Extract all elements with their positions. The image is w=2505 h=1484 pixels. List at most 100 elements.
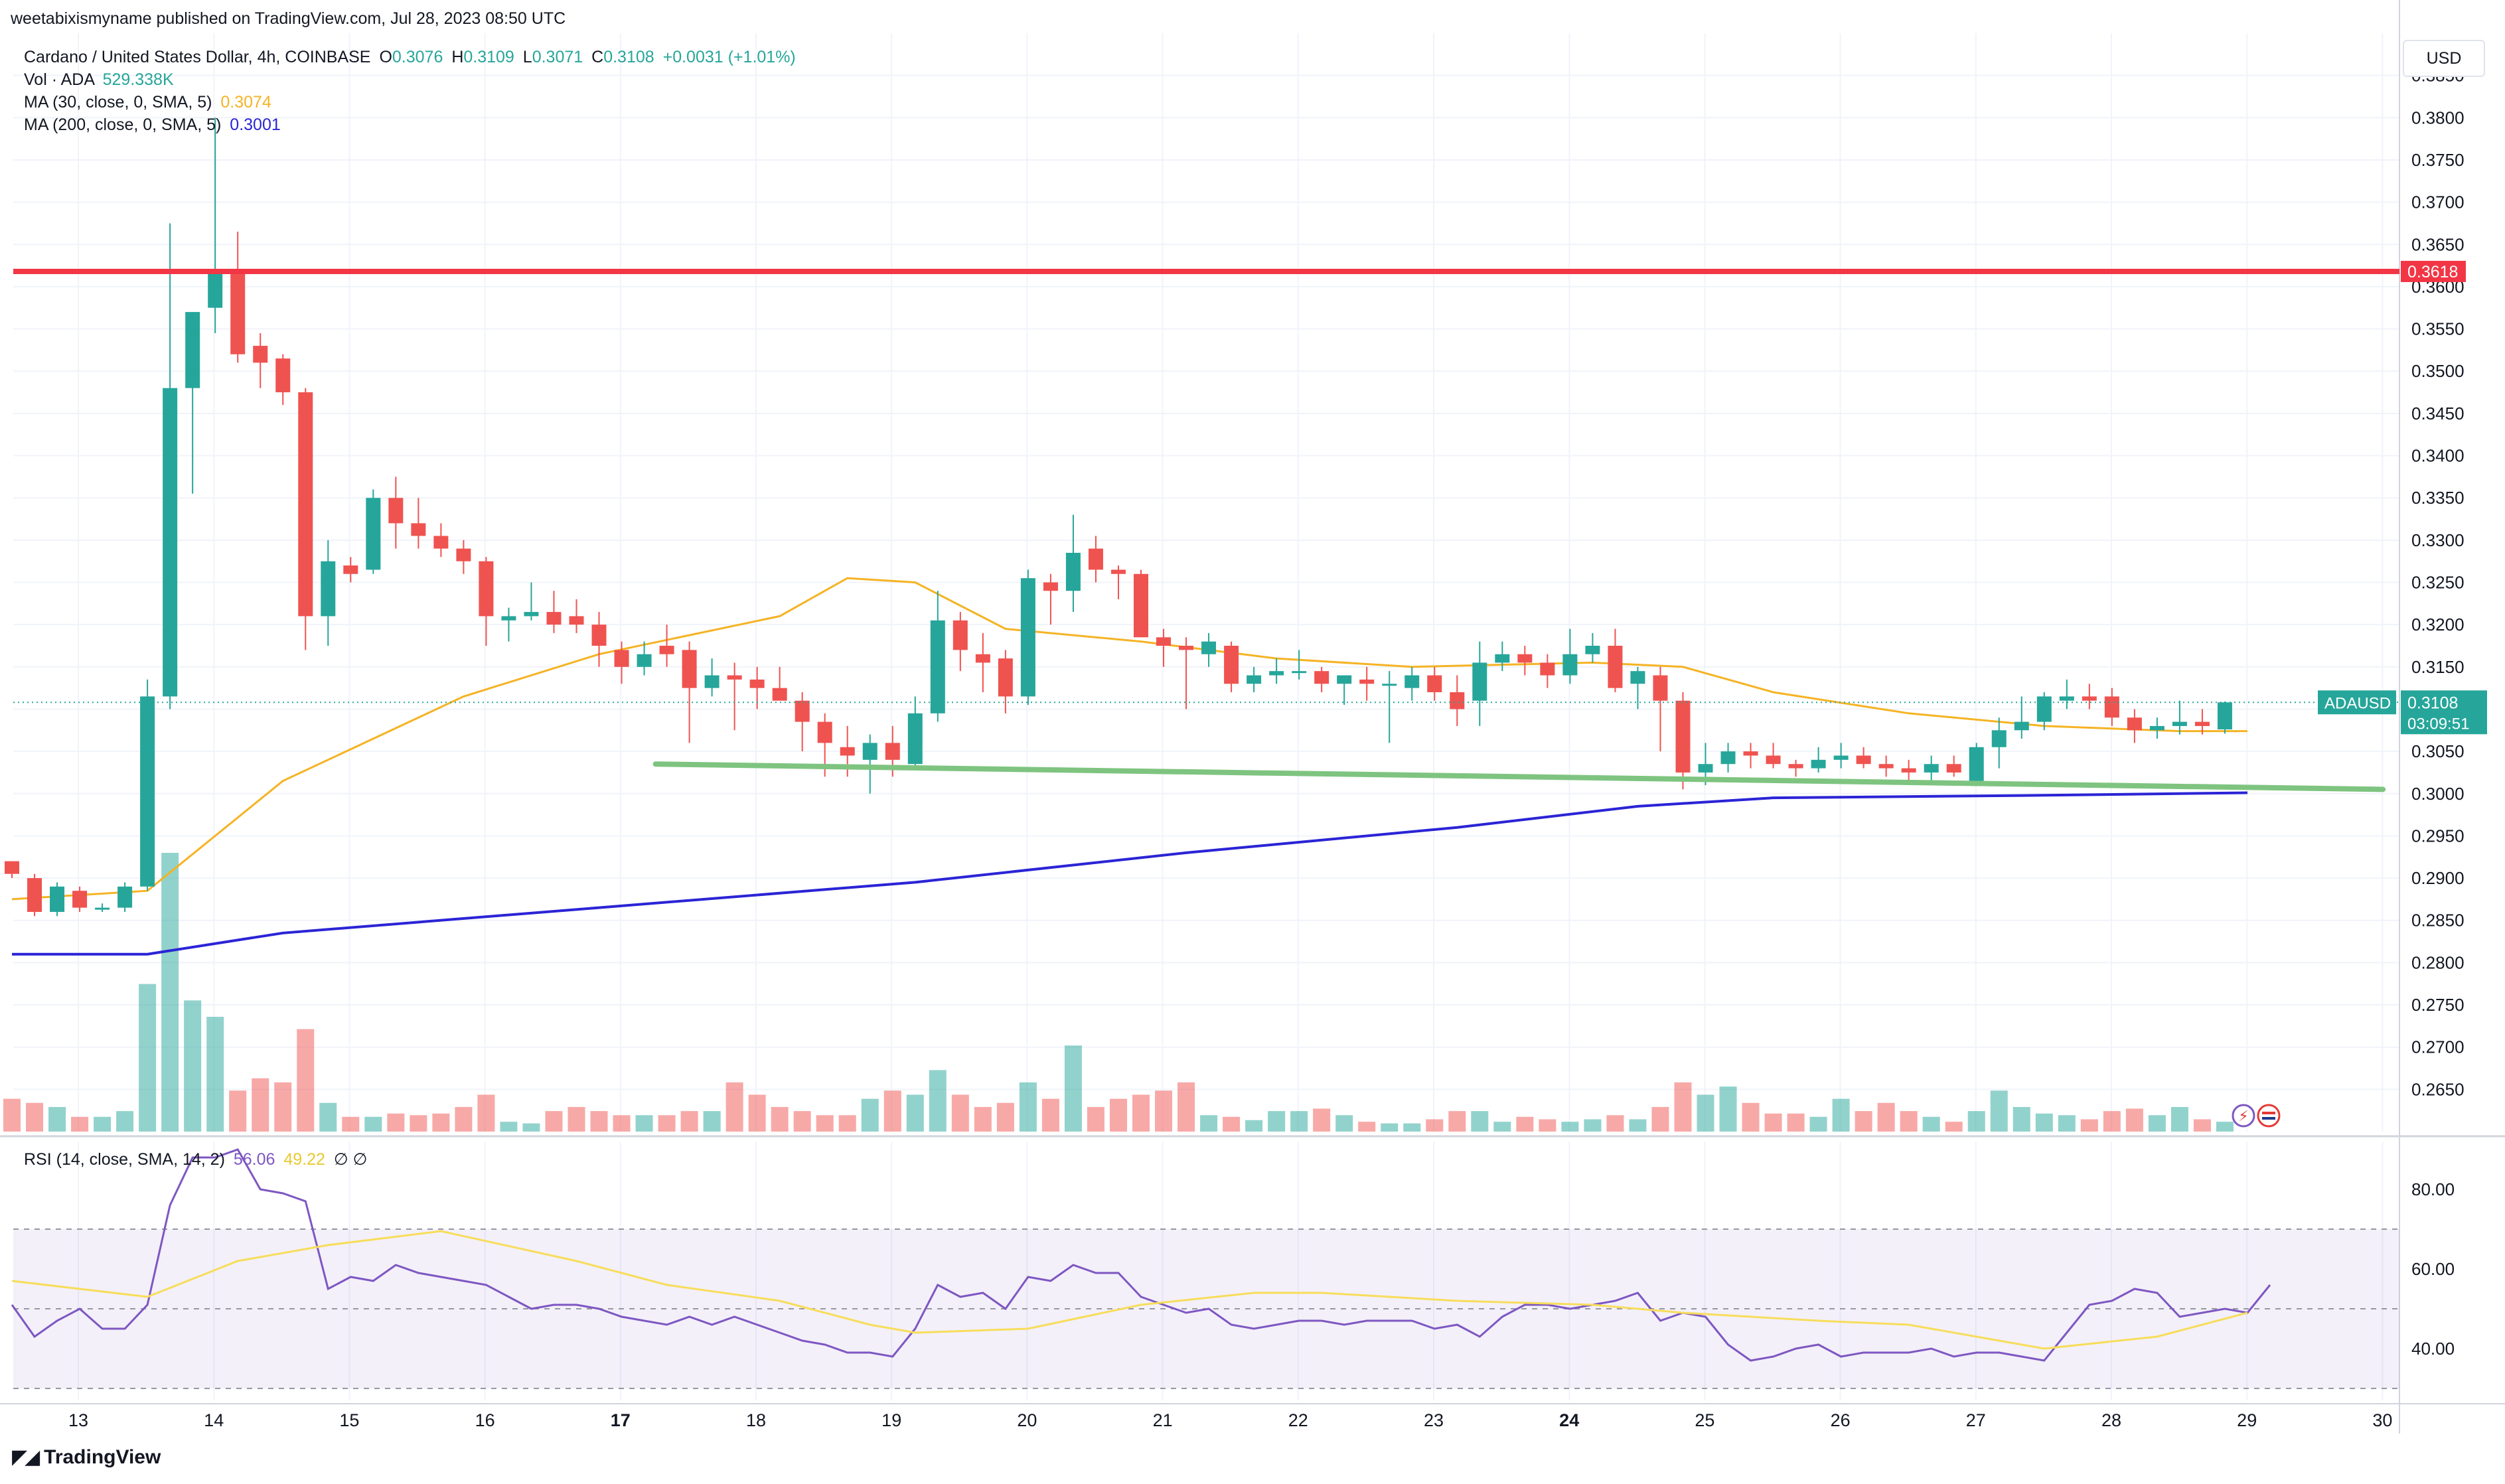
candle-body xyxy=(1337,675,1352,684)
candle-body xyxy=(253,346,268,363)
candle-body xyxy=(163,388,178,697)
ma200-label: MA (200, close, 0, SMA, 5) xyxy=(24,115,222,134)
volume-bar xyxy=(477,1094,495,1132)
rsi-line xyxy=(11,1148,2271,1362)
volume-bar xyxy=(206,1017,224,1132)
candle-body xyxy=(388,498,404,524)
candle-body xyxy=(1969,747,1984,781)
candle-body xyxy=(2104,696,2119,718)
ma30-label: MA (30, close, 0, SMA, 5) xyxy=(24,93,212,111)
volume-bar xyxy=(1539,1119,1556,1132)
rsi-tick-label: 60.00 xyxy=(2411,1259,2455,1279)
volume-bar xyxy=(297,1029,315,1132)
volume-bar xyxy=(590,1111,608,1132)
price-tick-label: 0.2650 xyxy=(2411,1079,2465,1099)
price-tick-label: 0.3450 xyxy=(2411,404,2465,423)
volume-bar xyxy=(1697,1094,1714,1132)
tradingview-logo[interactable]: ◤◢ TradingView xyxy=(12,1446,161,1469)
volume-legend[interactable]: Vol · ADA 529.338K xyxy=(24,70,174,90)
volume-bar xyxy=(1177,1082,1195,1132)
price-tick-label: 0.3400 xyxy=(2411,446,2465,466)
price-tick-label: 0.2700 xyxy=(2411,1037,2465,1057)
candle-body xyxy=(659,645,674,654)
time-tick-label: 24 xyxy=(1559,1410,1579,1430)
chart-grid xyxy=(0,0,2505,1434)
volume-bar xyxy=(116,1111,134,1132)
time-tick-label: 26 xyxy=(1831,1410,1851,1430)
volume-bar xyxy=(1493,1122,1511,1132)
price-tick-label: 0.3700 xyxy=(2411,192,2465,212)
candle-body xyxy=(72,891,88,908)
price-tick-label: 0.3550 xyxy=(2411,319,2465,339)
volume-bar xyxy=(1651,1106,1669,1132)
candle-body xyxy=(1179,645,1194,650)
candle-body xyxy=(952,620,968,650)
brand-name: TradingView xyxy=(44,1446,161,1468)
price-tick-label: 0.2850 xyxy=(2411,911,2465,930)
volume-bar xyxy=(319,1102,337,1132)
volume-bar xyxy=(1471,1111,1489,1132)
volume-bar xyxy=(2035,1113,2053,1132)
volume-bar xyxy=(838,1115,856,1132)
rsi-tick-label: 40.00 xyxy=(2411,1339,2455,1359)
volume-bar xyxy=(568,1106,585,1132)
rsi-legend[interactable]: RSI (14, close, SMA, 14, 2) 56.06 49.22 … xyxy=(24,1150,367,1169)
volume-bar xyxy=(1629,1119,1647,1132)
rsi-extra: ∅ ∅ xyxy=(333,1150,368,1169)
candle-body xyxy=(975,654,990,663)
time-tick-label: 23 xyxy=(1424,1410,1444,1430)
candle-body xyxy=(1201,641,1217,654)
volume-bar xyxy=(1019,1082,1037,1132)
volume-bar xyxy=(522,1123,540,1132)
volume-bar xyxy=(274,1082,292,1132)
volume-bar xyxy=(2193,1119,2211,1132)
volume-bar xyxy=(2125,1108,2143,1132)
volume-bar xyxy=(680,1111,698,1132)
candle-body xyxy=(1720,751,1736,765)
price-tick-label: 0.3650 xyxy=(2411,234,2465,254)
volume-bar xyxy=(1584,1119,1602,1132)
candle-body xyxy=(298,392,313,617)
candle-body xyxy=(2014,721,2029,731)
close-value: 0.3108 xyxy=(603,48,654,66)
last-price-badge xyxy=(2401,690,2487,735)
candle-body xyxy=(1472,662,1487,701)
time-tick-label: 19 xyxy=(881,1410,901,1430)
volume-bar xyxy=(1561,1122,1579,1132)
volume-bars xyxy=(3,853,2234,1132)
drawn-trendlines[interactable] xyxy=(13,269,2399,792)
candle-body xyxy=(411,523,426,536)
volume-bar xyxy=(48,1106,66,1132)
candle-body xyxy=(1156,637,1172,646)
time-tick-label: 20 xyxy=(1017,1410,1037,1430)
volume-bar xyxy=(387,1113,405,1132)
volume-bar xyxy=(3,1098,21,1132)
volume-bar xyxy=(1832,1098,1850,1132)
currency-button[interactable]: USD xyxy=(2403,40,2485,77)
volume-bar xyxy=(1448,1111,1466,1132)
open-label: O xyxy=(379,48,392,66)
candle-body xyxy=(208,269,223,308)
time-tick-label: 16 xyxy=(475,1410,495,1430)
symbol-info-line[interactable]: Cardano / United States Dollar, 4h, COIN… xyxy=(24,48,796,67)
volume-bar xyxy=(1426,1119,1444,1132)
volume-bar xyxy=(1606,1115,1624,1132)
volume-bar xyxy=(410,1115,427,1132)
candle-body xyxy=(2036,696,2052,722)
ma200-legend[interactable]: MA (200, close, 0, SMA, 5) 0.3001 xyxy=(24,115,281,135)
volume-bar xyxy=(1809,1116,1827,1132)
time-tick-label: 13 xyxy=(68,1410,88,1430)
candle-body xyxy=(795,700,810,722)
volume-bar xyxy=(1787,1113,1805,1132)
high-label: H xyxy=(451,48,464,66)
candle-body xyxy=(546,612,562,625)
price-tick-label: 0.3500 xyxy=(2411,361,2465,381)
last-price-text: 0.3108 xyxy=(2407,694,2458,712)
candle-body xyxy=(2059,696,2074,701)
candle-body xyxy=(727,675,742,680)
volume-bar xyxy=(1358,1122,1376,1132)
ma30-legend[interactable]: MA (30, close, 0, SMA, 5) 0.3074 xyxy=(24,93,271,112)
ma30-line xyxy=(11,577,2247,901)
candle-body xyxy=(907,713,923,765)
volume-bar xyxy=(861,1098,879,1132)
